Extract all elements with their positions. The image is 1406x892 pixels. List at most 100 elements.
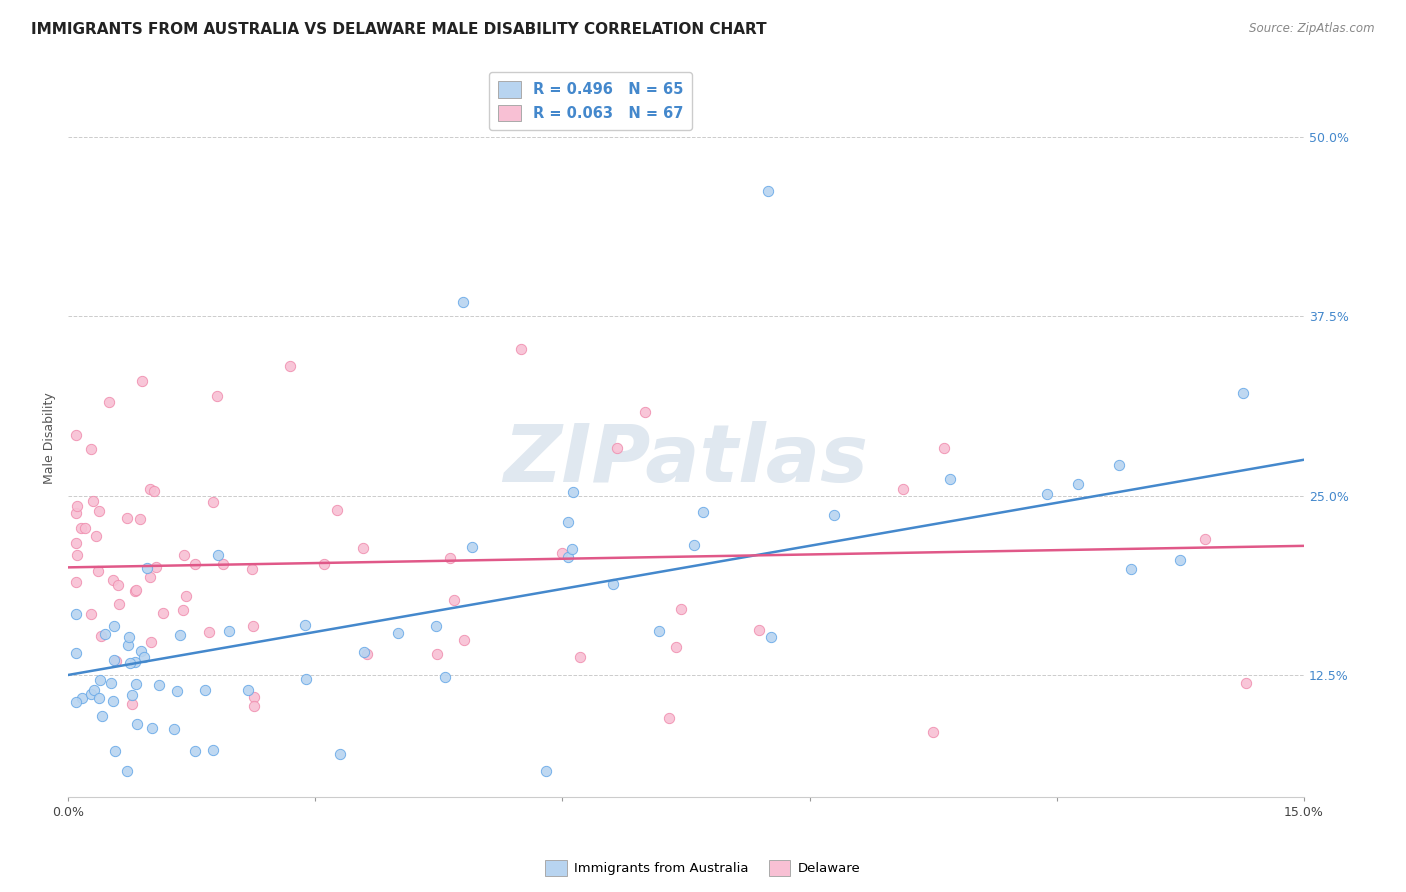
Point bbox=[207, 548, 229, 562]
Point bbox=[90, 629, 112, 643]
Point bbox=[90, 709, 112, 723]
Point bbox=[103, 573, 125, 587]
Point bbox=[124, 655, 146, 669]
Point bbox=[87, 564, 110, 578]
Point bbox=[87, 690, 110, 705]
Point bbox=[134, 649, 156, 664]
Legend: Immigrants from Australia, Delaware: Immigrants from Australia, Delaware bbox=[540, 855, 866, 881]
Point bbox=[145, 559, 167, 574]
Point bbox=[173, 548, 195, 562]
Point bbox=[748, 623, 770, 637]
Point bbox=[65, 507, 87, 521]
Point bbox=[1170, 553, 1192, 567]
Point bbox=[148, 678, 170, 692]
Point bbox=[314, 557, 336, 571]
Point bbox=[326, 503, 349, 517]
Point bbox=[94, 627, 117, 641]
Point bbox=[243, 690, 266, 704]
Point bbox=[1067, 476, 1090, 491]
Point bbox=[125, 583, 148, 598]
Point bbox=[1232, 385, 1254, 400]
Point bbox=[634, 405, 657, 419]
Legend: R = 0.496   N = 65, R = 0.063   N = 67: R = 0.496 N = 65, R = 0.063 N = 67 bbox=[489, 72, 692, 130]
Point bbox=[163, 723, 186, 737]
Point bbox=[557, 550, 579, 565]
Point bbox=[443, 593, 465, 607]
Point bbox=[557, 515, 579, 529]
Point bbox=[658, 711, 681, 725]
Point bbox=[665, 640, 688, 654]
Point bbox=[100, 676, 122, 690]
Point bbox=[65, 428, 87, 442]
Point bbox=[98, 395, 121, 409]
Point bbox=[534, 764, 557, 779]
Point bbox=[425, 619, 447, 633]
Point bbox=[142, 483, 165, 498]
Point bbox=[139, 482, 162, 496]
Point bbox=[70, 690, 93, 705]
Point bbox=[141, 634, 163, 648]
Point bbox=[1108, 458, 1130, 473]
Point bbox=[79, 688, 101, 702]
Point bbox=[117, 511, 139, 525]
Point bbox=[108, 598, 131, 612]
Point bbox=[280, 359, 302, 374]
Point bbox=[166, 684, 188, 698]
Point bbox=[121, 688, 143, 702]
Text: Source: ZipAtlas.com: Source: ZipAtlas.com bbox=[1250, 22, 1375, 36]
Point bbox=[211, 557, 233, 571]
Point bbox=[75, 521, 97, 535]
Point bbox=[329, 747, 352, 761]
Point bbox=[453, 633, 475, 648]
Point bbox=[135, 561, 157, 575]
Point bbox=[1194, 532, 1216, 546]
Point bbox=[103, 618, 125, 632]
Point bbox=[138, 569, 160, 583]
Point bbox=[152, 606, 174, 620]
Point bbox=[118, 631, 141, 645]
Point bbox=[65, 607, 87, 621]
Point bbox=[242, 618, 264, 632]
Point bbox=[387, 625, 409, 640]
Point bbox=[184, 557, 207, 571]
Point bbox=[1036, 487, 1059, 501]
Point bbox=[759, 631, 782, 645]
Point bbox=[201, 495, 224, 509]
Point bbox=[131, 374, 153, 388]
Point bbox=[561, 542, 583, 557]
Point bbox=[1119, 561, 1142, 575]
Point bbox=[205, 389, 228, 403]
Point bbox=[434, 669, 457, 683]
Point bbox=[934, 441, 956, 455]
Point bbox=[439, 551, 461, 566]
Point bbox=[606, 441, 628, 455]
Point bbox=[125, 717, 148, 731]
Point bbox=[922, 725, 945, 739]
Point bbox=[562, 484, 585, 499]
Point bbox=[104, 743, 127, 757]
Point bbox=[107, 578, 129, 592]
Point bbox=[172, 603, 194, 617]
Point bbox=[236, 682, 259, 697]
Point bbox=[823, 508, 845, 522]
Point bbox=[80, 607, 103, 621]
Point bbox=[141, 721, 163, 735]
Point bbox=[550, 546, 572, 560]
Point bbox=[124, 584, 146, 599]
Point bbox=[201, 743, 224, 757]
Point bbox=[218, 624, 240, 638]
Point bbox=[128, 512, 150, 526]
Point bbox=[117, 638, 139, 652]
Point bbox=[65, 574, 87, 589]
Point bbox=[756, 185, 779, 199]
Point bbox=[461, 540, 484, 554]
Point bbox=[356, 647, 378, 661]
Point bbox=[352, 541, 374, 555]
Point bbox=[125, 677, 148, 691]
Point bbox=[70, 521, 93, 535]
Text: ZIPatlas: ZIPatlas bbox=[503, 421, 869, 499]
Point bbox=[89, 673, 111, 687]
Point bbox=[84, 529, 107, 543]
Text: IMMIGRANTS FROM AUSTRALIA VS DELAWARE MALE DISABILITY CORRELATION CHART: IMMIGRANTS FROM AUSTRALIA VS DELAWARE MA… bbox=[31, 22, 766, 37]
Point bbox=[692, 505, 714, 519]
